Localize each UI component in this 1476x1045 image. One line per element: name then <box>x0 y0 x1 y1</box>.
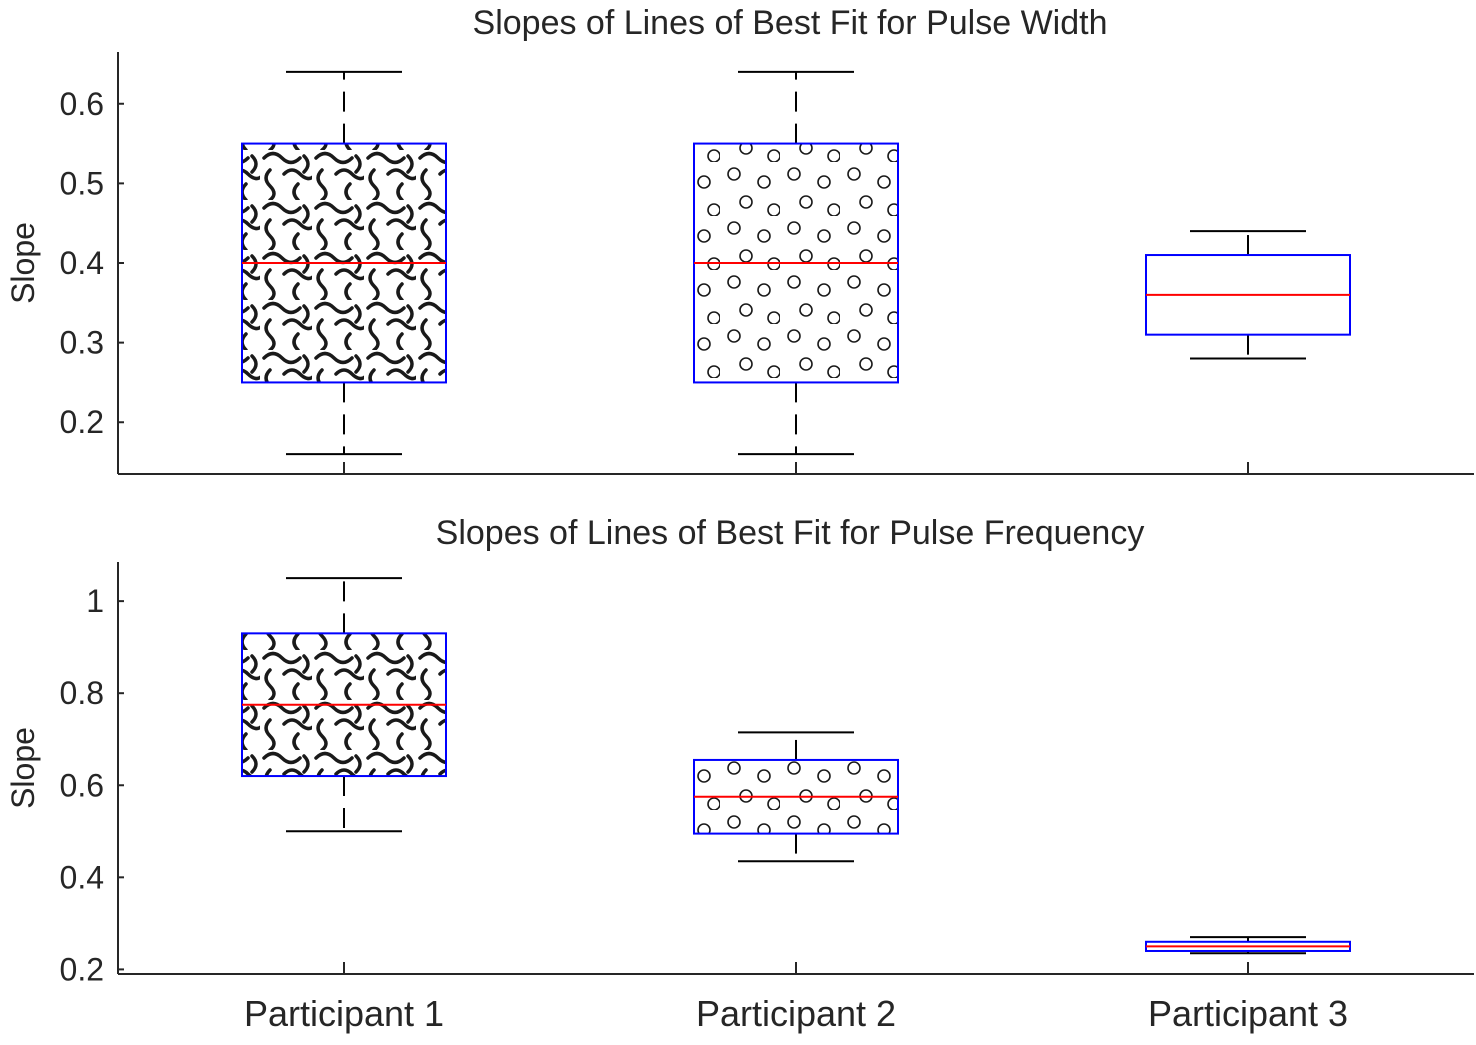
y-tick-label: 0.3 <box>60 325 104 361</box>
y-tick-label: 0.2 <box>60 951 104 987</box>
y-axis-label: Slope <box>5 727 41 809</box>
y-tick-label: 0.4 <box>60 859 104 895</box>
box-3 <box>1145 936 1351 955</box>
y-tick-label: 0.6 <box>60 86 104 122</box>
y-axis-label: Slope <box>5 222 41 304</box>
y-tick-label: 0.5 <box>60 165 104 201</box>
y-tick-label: 0.2 <box>60 404 104 440</box>
box-3 <box>1145 230 1351 360</box>
y-tick-label: 1 <box>86 583 104 619</box>
box-1 <box>241 70 447 456</box>
chart-title: Slopes of Lines of Best Fit for Pulse Wi… <box>473 4 1108 42</box>
box-1 <box>241 577 447 833</box>
box-2 <box>693 70 899 456</box>
y-tick-label: 0.8 <box>60 675 104 711</box>
chart-panel-1: Slopes of Lines of Best Fit for Pulse Wi… <box>5 4 1474 475</box>
box-2 <box>693 731 899 863</box>
x-tick-label: Participant 1 <box>244 993 444 1034</box>
chart-panel-2: Slopes of Lines of Best Fit for Pulse Fr… <box>5 514 1474 1034</box>
y-tick-label: 0.4 <box>60 245 104 281</box>
chart-title: Slopes of Lines of Best Fit for Pulse Fr… <box>436 514 1145 552</box>
x-tick-label: Participant 3 <box>1148 993 1348 1034</box>
y-tick-label: 0.6 <box>60 767 104 803</box>
x-tick-label: Participant 2 <box>696 993 896 1034</box>
